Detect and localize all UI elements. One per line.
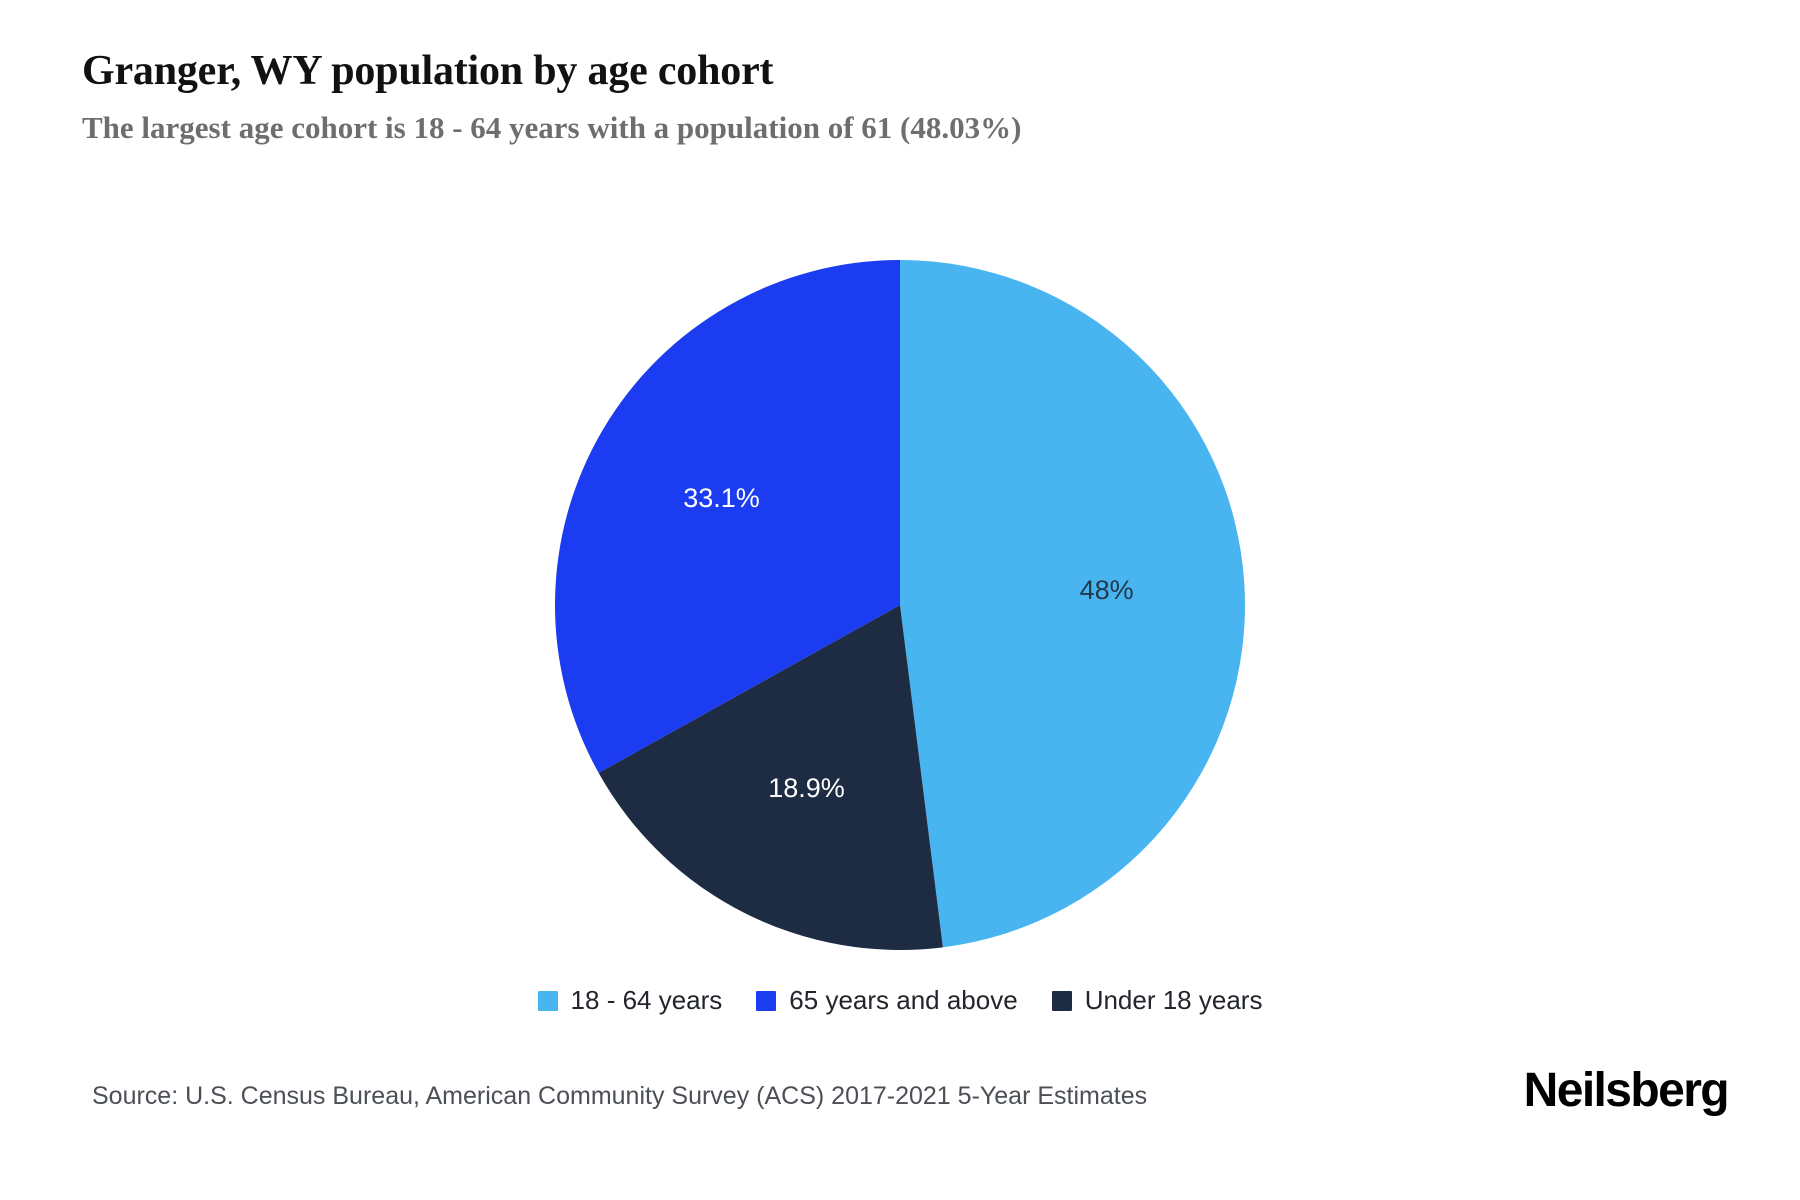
pie-slice[interactable]	[900, 260, 1245, 948]
pie-chart-area: 48% 18.9% 33.1%	[0, 255, 1800, 955]
legend-item-18-64-years[interactable]: 18 - 64 years	[537, 985, 723, 1016]
legend-swatch-icon	[537, 990, 558, 1011]
pie-slice[interactable]	[598, 605, 943, 950]
chart-legend: 18 - 64 years 65 years and above Under 1…	[0, 985, 1800, 1016]
legend-item-label: Under 18 years	[1084, 985, 1263, 1015]
pie-slice-label: 33.1%	[683, 483, 760, 513]
source-note: Source: U.S. Census Bureau, American Com…	[92, 1082, 1148, 1110]
pie-slice[interactable]	[555, 260, 900, 773]
pie-slice-label: 18.9%	[768, 773, 845, 803]
legend-swatch-icon	[756, 990, 777, 1011]
legend-item-under-18-years[interactable]: Under 18 years	[1051, 985, 1263, 1016]
legend-item-65-years-and-above[interactable]: 65 years and above	[756, 985, 1018, 1016]
page-title: Granger, WY population by age cohort	[82, 48, 774, 94]
pie-chart: 48% 18.9% 33.1%	[555, 260, 1245, 950]
legend-swatch-icon	[1051, 990, 1072, 1011]
legend-item-label: 65 years and above	[789, 985, 1018, 1015]
chart-header: Granger, WY population by age cohort The…	[82, 48, 1682, 146]
pie-slice-label: 48%	[1080, 575, 1134, 605]
neilsberg-logo: Neilsberg	[1523, 1064, 1730, 1117]
legend-item-label: 18 - 64 years	[570, 985, 723, 1015]
chart-subtitle: The largest age cohort is 18 - 64 years …	[82, 110, 1022, 146]
